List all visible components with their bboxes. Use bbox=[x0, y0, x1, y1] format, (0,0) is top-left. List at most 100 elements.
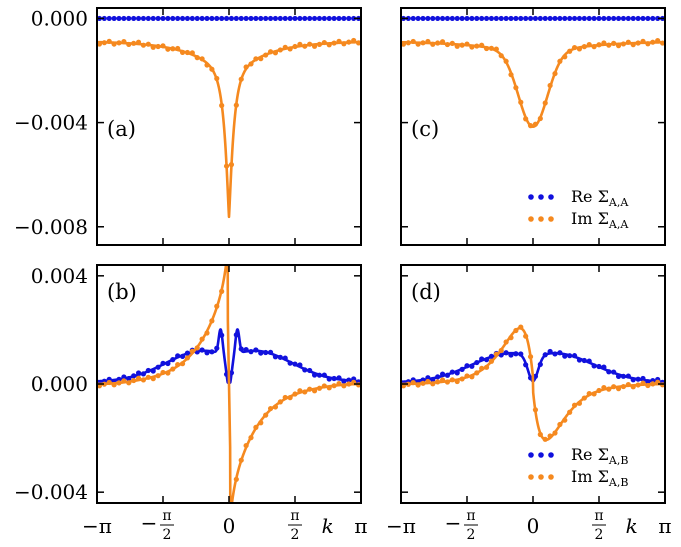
data-point bbox=[615, 386, 622, 392]
data-point bbox=[101, 381, 107, 387]
data-point bbox=[155, 15, 161, 22]
svg-text:Re ΣA,B: Re ΣA,B bbox=[571, 445, 628, 467]
data-point bbox=[126, 376, 132, 382]
data-point bbox=[410, 15, 416, 22]
data-point bbox=[567, 15, 573, 22]
data-point bbox=[498, 53, 504, 59]
data-point bbox=[238, 346, 244, 352]
data-point bbox=[611, 384, 617, 390]
data-point bbox=[214, 15, 220, 22]
data-point bbox=[435, 374, 441, 380]
data-point bbox=[179, 15, 186, 22]
data-point bbox=[640, 375, 646, 382]
data-point bbox=[189, 15, 195, 22]
x-tick-label: π bbox=[658, 514, 671, 538]
data-point bbox=[576, 46, 583, 52]
data-point bbox=[263, 412, 269, 418]
plot-area bbox=[401, 15, 665, 129]
data-point bbox=[439, 15, 446, 22]
data-point bbox=[248, 435, 254, 441]
data-point bbox=[420, 40, 426, 46]
data-point bbox=[571, 353, 578, 359]
data-point bbox=[297, 362, 303, 368]
data-point bbox=[145, 367, 151, 374]
data-point bbox=[483, 357, 490, 363]
data-point bbox=[302, 367, 308, 373]
data-point bbox=[620, 15, 627, 22]
data-point bbox=[537, 115, 543, 122]
data-point bbox=[307, 41, 313, 47]
data-point bbox=[503, 58, 509, 64]
data-point bbox=[571, 44, 578, 51]
data-point bbox=[513, 15, 519, 22]
data-point bbox=[527, 123, 534, 129]
data-point bbox=[567, 353, 573, 359]
series-re bbox=[401, 15, 665, 22]
data-point bbox=[170, 46, 176, 52]
data-point bbox=[474, 15, 480, 22]
data-point bbox=[449, 40, 455, 46]
data-point bbox=[116, 15, 122, 22]
data-point bbox=[160, 43, 166, 49]
data-point bbox=[601, 15, 607, 22]
data-point bbox=[415, 15, 421, 22]
data-point bbox=[219, 288, 225, 294]
plot-area bbox=[401, 324, 665, 442]
data-point bbox=[243, 346, 249, 353]
data-point bbox=[479, 356, 485, 362]
y-tick-label: −0.008 bbox=[14, 215, 88, 239]
data-point bbox=[160, 360, 166, 366]
data-point bbox=[219, 102, 225, 109]
data-point bbox=[194, 15, 200, 22]
data-point bbox=[537, 361, 543, 368]
data-point bbox=[596, 42, 602, 48]
data-point bbox=[581, 357, 587, 364]
data-point bbox=[341, 383, 347, 389]
data-point bbox=[488, 15, 495, 22]
data-point bbox=[542, 15, 548, 22]
data-point bbox=[282, 394, 288, 401]
data-point bbox=[165, 46, 171, 52]
data-point bbox=[479, 365, 485, 372]
data-point bbox=[425, 15, 431, 22]
data-point bbox=[630, 377, 636, 383]
data-point bbox=[170, 15, 176, 22]
data-point bbox=[297, 15, 303, 22]
data-point bbox=[106, 15, 112, 22]
data-point bbox=[557, 15, 563, 22]
data-point bbox=[518, 324, 524, 330]
data-point bbox=[449, 369, 455, 375]
data-point bbox=[140, 42, 147, 48]
data-point bbox=[410, 380, 416, 386]
data-point bbox=[615, 15, 622, 22]
data-point bbox=[493, 15, 499, 22]
data-point bbox=[346, 381, 352, 387]
panel-a: 0.000 −0.004 −0.008 (a) bbox=[14, 6, 362, 246]
data-point bbox=[194, 55, 200, 61]
data-point bbox=[439, 39, 446, 45]
data-point bbox=[316, 41, 323, 47]
data-point bbox=[435, 40, 441, 46]
data-point bbox=[267, 405, 274, 412]
data-point bbox=[430, 376, 436, 383]
data-point bbox=[253, 15, 259, 22]
data-point bbox=[204, 330, 210, 336]
data-point bbox=[523, 333, 529, 339]
data-point bbox=[444, 372, 451, 378]
data-point bbox=[596, 363, 602, 370]
data-point bbox=[503, 350, 509, 356]
data-point bbox=[307, 15, 313, 22]
data-point bbox=[316, 385, 323, 391]
data-point bbox=[576, 357, 583, 363]
legend-entry: Im ΣA,B bbox=[528, 467, 628, 489]
data-point bbox=[292, 43, 298, 50]
data-point bbox=[311, 372, 318, 378]
data-point bbox=[326, 376, 332, 382]
data-point bbox=[97, 41, 103, 47]
data-point bbox=[258, 420, 264, 426]
data-point bbox=[435, 15, 441, 22]
data-point bbox=[189, 348, 195, 354]
data-point bbox=[581, 44, 587, 50]
data-point bbox=[111, 382, 117, 388]
